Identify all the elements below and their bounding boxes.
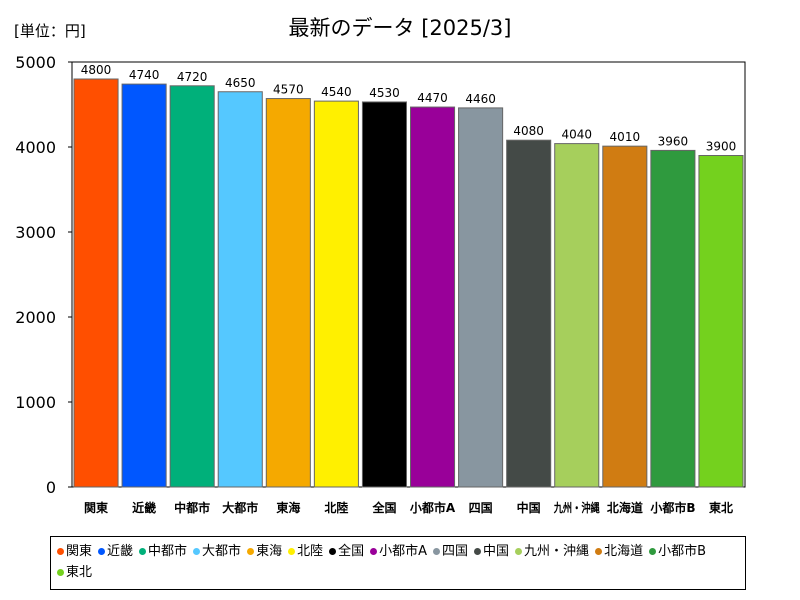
legend-swatch-6 [329, 548, 337, 555]
legend-swatch-3 [193, 548, 201, 555]
bar-7 [410, 106, 456, 488]
legend-swatch-2 [139, 548, 147, 555]
x-tick-label-6: 全国 [371, 500, 396, 515]
legend-swatch-11 [595, 548, 603, 555]
legend: 関東 近畿 中都市 大都市 東海 北陸 全国 小都市A 四国 中国 九州・沖縄 北海道 小都市B 東北 [50, 536, 746, 590]
legend-swatch-4 [247, 548, 255, 555]
legend-item-3: 大都市 [193, 541, 241, 562]
bar-12 [650, 149, 696, 488]
x-tick-label-5: 北陸 [324, 500, 348, 515]
bar-1 [121, 83, 167, 488]
data-label-6: 4530 [369, 86, 400, 100]
legend-label-8: 四国 [442, 544, 469, 559]
x-tick-label-3: 大都市 [222, 500, 258, 515]
legend-item-1: 近畿 [98, 541, 133, 562]
legend-label-5: 北陸 [297, 544, 324, 559]
legend-swatch-1 [98, 548, 106, 555]
bar-3 [217, 91, 263, 488]
legend-swatch-13 [57, 569, 64, 576]
y-tick-label-2: 2000 [15, 308, 56, 327]
data-label-5: 4540 [321, 85, 352, 99]
legend-swatch-12 [649, 548, 657, 555]
legend-swatch-7 [370, 548, 378, 555]
bar-13 [698, 155, 744, 488]
x-tick-label-12: 小都市B [650, 500, 695, 515]
legend-label-10: 九州・沖縄 [524, 544, 590, 559]
legend-item-12: 小都市B [649, 541, 706, 562]
data-label-1: 4740 [129, 68, 160, 82]
data-label-7: 4470 [417, 91, 448, 105]
legend-item-6: 全国 [329, 541, 364, 562]
legend-label-7: 小都市A [379, 544, 428, 559]
y-tick-label-1: 1000 [15, 393, 56, 412]
legend-swatch-5 [288, 548, 296, 555]
bar-9 [506, 139, 552, 488]
data-label-11: 4010 [610, 130, 641, 144]
legend-label-11: 北海道 [604, 544, 644, 559]
legend-item-5: 北陸 [288, 541, 323, 562]
bar-6 [361, 101, 407, 488]
legend-swatch-8 [433, 548, 441, 555]
bar-8 [458, 107, 504, 488]
legend-label-0: 関東 [66, 544, 93, 559]
legend-item-10: 九州・沖縄 [515, 541, 589, 562]
bar-10 [554, 143, 600, 488]
legend-label-1: 近畿 [107, 544, 134, 559]
bar-4 [265, 98, 311, 488]
chart-title: 最新のデータ [2025/3] [288, 16, 512, 40]
x-tick-label-4: 東海 [276, 500, 300, 515]
legend-item-13: 東北 [57, 562, 92, 583]
legend-item-11: 北海道 [595, 541, 643, 562]
legend-item-7: 小都市A [370, 541, 427, 562]
legend-label-12: 小都市B [658, 544, 706, 559]
legend-item-8: 四国 [433, 541, 468, 562]
data-label-8: 4460 [465, 92, 496, 106]
legend-item-9: 中国 [474, 541, 509, 562]
y-tick-label-0: 0 [46, 478, 56, 497]
legend-item-0: 関東 [57, 541, 92, 562]
bar-chart: 0 1000 2000 3000 4000 5000 4800 関東 4740 近畿 4720 中都市… [15, 53, 746, 515]
y-tick-label-3: 3000 [15, 223, 56, 242]
bar-5 [313, 100, 359, 488]
data-label-3: 4650 [225, 76, 256, 90]
data-label-12: 3960 [658, 134, 689, 148]
x-tick-label-7: 小都市A [410, 500, 456, 515]
legend-swatch-10 [515, 548, 523, 555]
data-label-4: 4570 [273, 83, 304, 97]
x-tick-label-9: 中国 [517, 500, 541, 515]
data-label-10: 4040 [561, 128, 592, 142]
bar-2 [169, 85, 215, 488]
x-tick-label-8: 四国 [469, 501, 493, 515]
data-label-0: 4800 [81, 63, 112, 77]
x-tick-label-0: 関東 [84, 500, 108, 515]
legend-item-2: 中都市 [139, 541, 187, 562]
x-tick-label-2: 中都市 [174, 500, 210, 515]
legend-label-6: 全国 [338, 544, 365, 559]
x-tick-label-1: 近畿 [132, 500, 156, 515]
unit-label: [単位：円] [14, 22, 86, 40]
legend-swatch-0 [57, 548, 64, 555]
legend-swatch-9 [474, 548, 482, 555]
legend-label-4: 東海 [256, 544, 283, 559]
x-tick-label-11: 北海道 [607, 500, 643, 515]
legend-label-13: 東北 [66, 565, 93, 580]
data-label-13: 3900 [706, 140, 737, 154]
x-tick-label-13: 東北 [709, 500, 733, 515]
data-label-9: 4080 [513, 124, 544, 138]
y-tick-label-5: 5000 [15, 53, 56, 72]
data-label-2: 4720 [177, 70, 208, 84]
legend-label-2: 中都市 [148, 544, 188, 559]
legend-label-9: 中国 [483, 544, 510, 559]
bar-11 [602, 145, 648, 488]
bar-0 [73, 78, 119, 488]
x-tick-label-10: 九州・沖縄 [553, 500, 600, 515]
y-tick-label-4: 4000 [15, 138, 56, 157]
legend-item-4: 東海 [247, 541, 282, 562]
legend-label-3: 大都市 [202, 544, 242, 559]
